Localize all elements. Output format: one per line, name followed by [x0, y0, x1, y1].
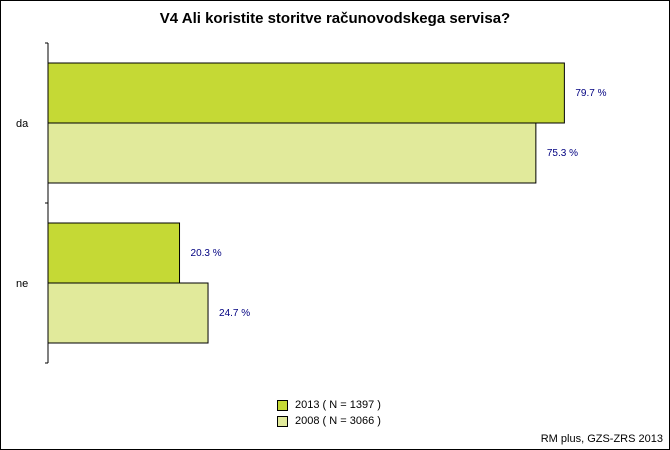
category-label-ne: ne: [16, 278, 28, 290]
bar-da-2013: [47, 62, 565, 124]
legend-item-2008: 2008 ( N = 3066 ): [277, 413, 381, 429]
legend-label-2013: 2013 ( N = 1397 ): [295, 399, 381, 411]
legend-item-2013: 2013 ( N = 1397 ): [277, 397, 381, 413]
value-label-ne-2008: 24.7 %: [219, 308, 250, 319]
bar-ne-2013: [47, 222, 181, 284]
bar-ne-2008: [47, 282, 209, 344]
source-note: RM plus, GZS-ZRS 2013: [540, 433, 663, 445]
legend-label-2008: 2008 ( N = 3066 ): [295, 415, 381, 427]
chart-title: V4 Ali koristite storitve računovodskega…: [159, 10, 511, 27]
category-label-da: da: [16, 118, 29, 130]
legend-swatch-2008: [277, 415, 288, 427]
value-label-ne-2013: 20.3 %: [191, 248, 222, 259]
bar-da-2008: [47, 122, 537, 184]
value-label-da-2008: 75.3 %: [547, 148, 578, 159]
legend-swatch-2013: [277, 399, 288, 411]
value-label-da-2013: 79.7 %: [575, 88, 606, 99]
legend: 2013 ( N = 1397 ) 2008 ( N = 3066 ): [277, 397, 381, 429]
